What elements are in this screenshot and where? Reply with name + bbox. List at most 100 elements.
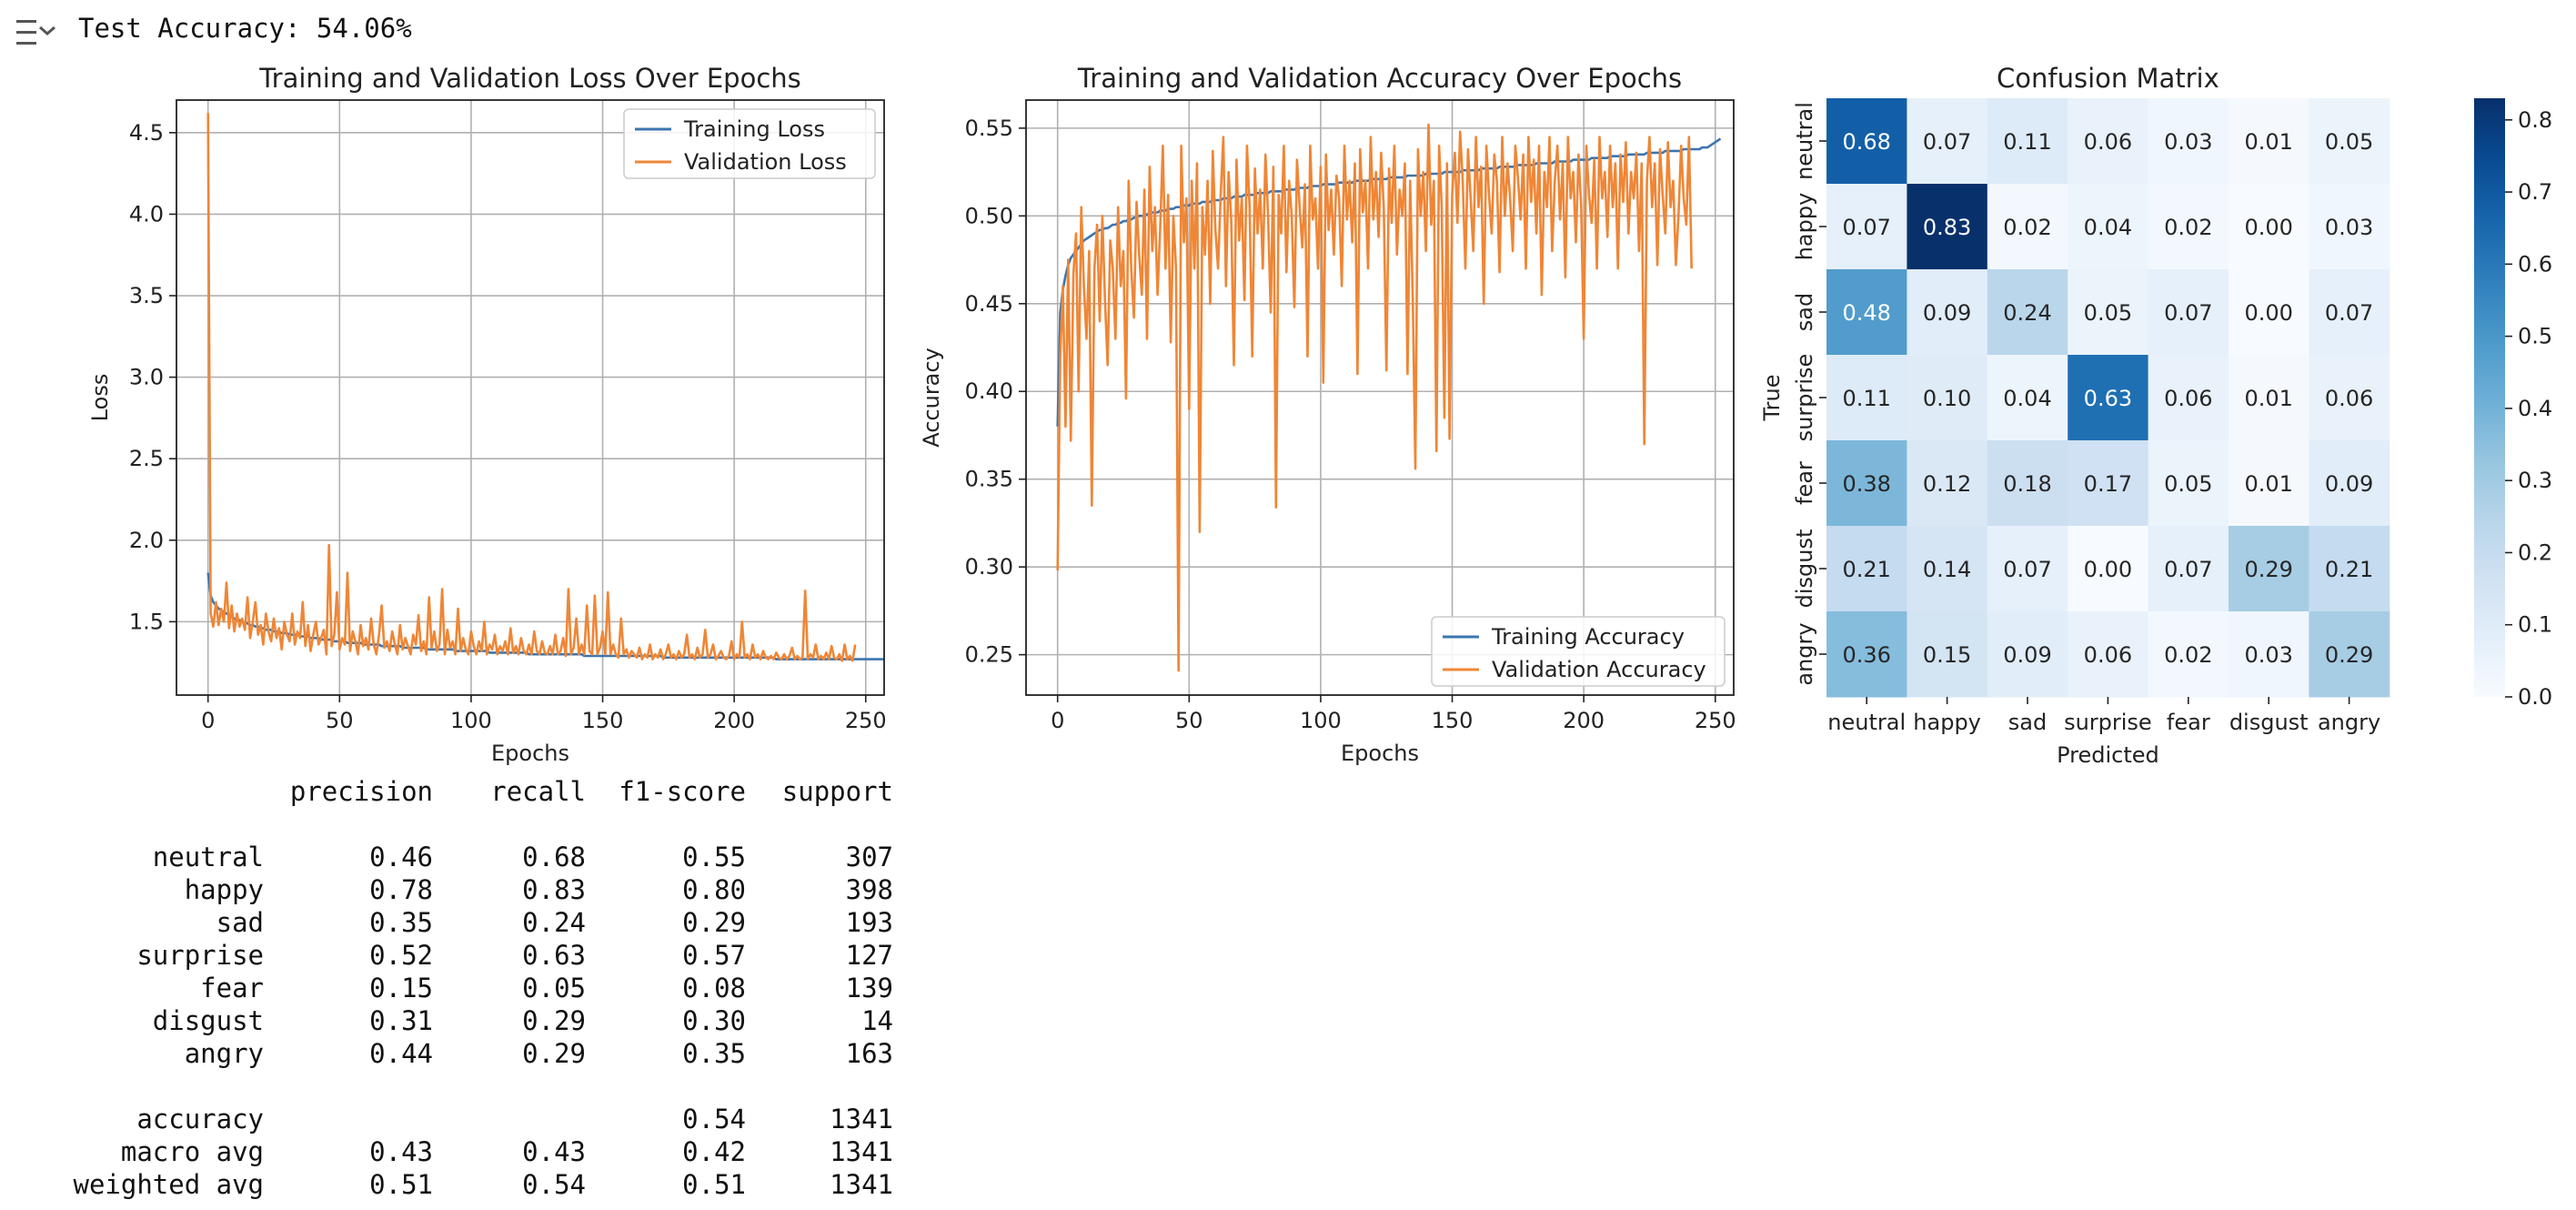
heatmap-cell <box>2148 526 2229 612</box>
report-cell: 398 <box>845 874 893 905</box>
report-cell: 0.52 <box>369 940 433 971</box>
heatmap-cell <box>1907 355 1988 441</box>
figure: 0 50 100 150 200 250 1.5 2.0 2.5 3.0 3.5 4.0 4.5 Trai… <box>87 63 2552 768</box>
x-tick-label: 150 <box>582 708 624 733</box>
report-cell: accuracy <box>136 1104 264 1134</box>
heatmap-cell <box>2068 355 2149 441</box>
heatmap-cell <box>2229 269 2309 356</box>
report-cell: precision <box>289 776 433 807</box>
report-cell: f1-score <box>619 776 746 807</box>
x-tick-label: 50 <box>326 708 354 733</box>
legend-label: Validation Loss <box>684 149 847 175</box>
heatmap-cell <box>2068 269 2149 356</box>
report-cell: 0.42 <box>682 1136 746 1167</box>
report-cell: angry <box>184 1038 264 1069</box>
y-tick-label: 0.55 <box>965 116 1013 141</box>
report-cell: 0.44 <box>369 1038 433 1069</box>
cell-value: 0.07 <box>1923 129 1971 155</box>
report-cell: 0.08 <box>682 973 746 1003</box>
y-category-label: surprise <box>1792 354 1817 442</box>
heatmap-cell <box>2309 355 2390 441</box>
heatmap-cell <box>1826 184 1907 270</box>
cell-value: 0.18 <box>2003 471 2051 497</box>
report-cell: surprise <box>136 940 264 971</box>
heatmap-cell <box>1826 355 1907 441</box>
report-cell: 0.29 <box>522 1005 586 1036</box>
chart-1: 0 50 100 150 200 250 0.25 0.30 0.35 0.40 0.45 0.50 0… <box>919 63 1736 766</box>
cell-value: 0.06 <box>2084 129 2132 155</box>
heatmap-cell <box>2229 98 2309 185</box>
heatmap-cell <box>1987 440 2068 527</box>
cell-value: 0.15 <box>1923 642 1971 668</box>
heatmap-cell <box>1826 98 1907 185</box>
x-tick-label: 0 <box>1051 708 1064 733</box>
report-row: surprise 0.52 0.63 0.57 127 <box>55 939 946 972</box>
report-cell: 0.80 <box>682 874 746 905</box>
heatmap-cell <box>2148 611 2229 698</box>
y-category-label: sad <box>1792 293 1817 331</box>
heatmap-cell <box>2148 184 2229 270</box>
chart-title: Confusion Matrix <box>1997 63 2219 94</box>
report-cell: 139 <box>845 973 893 1003</box>
y-tick-label: 3.0 <box>129 365 164 390</box>
y-category-label: angry <box>1792 622 1817 685</box>
cell-value: 0.01 <box>2244 471 2292 497</box>
cell-value: 0.07 <box>2003 557 2051 582</box>
x-tick-label: 250 <box>1695 708 1736 733</box>
cell-value: 0.06 <box>2325 386 2373 411</box>
heatmap-cell <box>1826 611 1907 698</box>
report-cell: happy <box>184 874 264 905</box>
y-tick-label: 0.45 <box>965 291 1013 317</box>
chart-confusion-matrix: 0.68 0.07 0.11 0.06 0.03 0.01 0.05 0.07 0.83 0.02… <box>1759 63 2552 768</box>
report-cell: 0.29 <box>682 907 746 938</box>
y-tick-label: 3.5 <box>129 283 164 308</box>
report-cell: 0.68 <box>522 842 586 872</box>
report-cell: neutral <box>152 842 264 872</box>
x-category-label: fear <box>2167 710 2210 735</box>
x-category-label: disgust <box>2229 710 2309 735</box>
cell-value: 0.06 <box>2084 642 2132 668</box>
x-tick-label: 0 <box>201 708 215 733</box>
cell-value: 0.07 <box>2325 300 2373 326</box>
report-row: weighted avg 0.51 0.54 0.51 1341 <box>55 1168 946 1201</box>
report-cell: 0.51 <box>369 1169 433 1200</box>
heatmap-cell <box>1826 526 1907 612</box>
report-cell: 0.35 <box>682 1038 746 1069</box>
heatmap-cell <box>2068 526 2149 612</box>
x-tick-label: 100 <box>1300 708 1342 733</box>
heatmap-cell <box>1987 98 2068 185</box>
output-collapse-icon[interactable] <box>13 15 56 51</box>
cell-value: 0.00 <box>2244 215 2292 240</box>
x-tick-label: 200 <box>713 708 755 733</box>
cell-value: 0.21 <box>2325 557 2373 582</box>
cell-value: 0.09 <box>2003 642 2051 668</box>
heatmap-cell <box>2309 98 2390 185</box>
x-tick-label: 200 <box>1563 708 1605 733</box>
y-tick-label: 4.5 <box>129 120 164 146</box>
plot-frame <box>1025 99 1735 696</box>
cell-value: 0.14 <box>1923 557 1971 582</box>
x-tick-label: 100 <box>450 708 492 733</box>
cell-value: 0.38 <box>1842 471 1890 497</box>
report-cell: 14 <box>861 1005 893 1036</box>
report-cell: support <box>781 776 893 807</box>
x-axis-label: Epochs <box>1341 741 1419 766</box>
colorbar-tick-label: 0.1 <box>2518 612 2552 638</box>
report-cell: 193 <box>845 907 893 938</box>
y-tick-label: 1.5 <box>129 609 164 634</box>
series-line-val <box>1056 123 1693 672</box>
cell-value: 0.05 <box>2164 471 2212 497</box>
heatmap-cell <box>2148 440 2229 527</box>
legend-label: Training Accuracy <box>1491 624 1685 650</box>
plot-frame <box>176 99 885 696</box>
y-tick-label: 0.40 <box>965 378 1013 404</box>
report-cell: 0.35 <box>369 907 433 938</box>
cell-value: 0.09 <box>2325 471 2373 497</box>
report-cell: 0.05 <box>522 973 586 1003</box>
heatmap-cell <box>2309 440 2390 527</box>
cell-value: 0.00 <box>2244 300 2292 326</box>
report-row: disgust 0.31 0.29 0.30 14 <box>55 1004 946 1037</box>
cell-value: 0.17 <box>2084 471 2132 497</box>
colorbar-tick-label: 0.4 <box>2518 396 2552 421</box>
report-cell: 0.15 <box>369 973 433 1003</box>
